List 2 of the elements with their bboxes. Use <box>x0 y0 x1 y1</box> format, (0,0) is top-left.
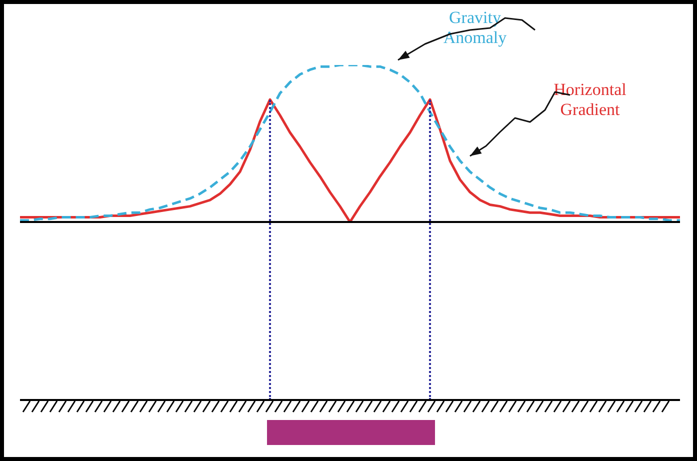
text: Gravity Anomaly <box>442 8 508 48</box>
text: Horizontal Gradient <box>552 80 628 120</box>
